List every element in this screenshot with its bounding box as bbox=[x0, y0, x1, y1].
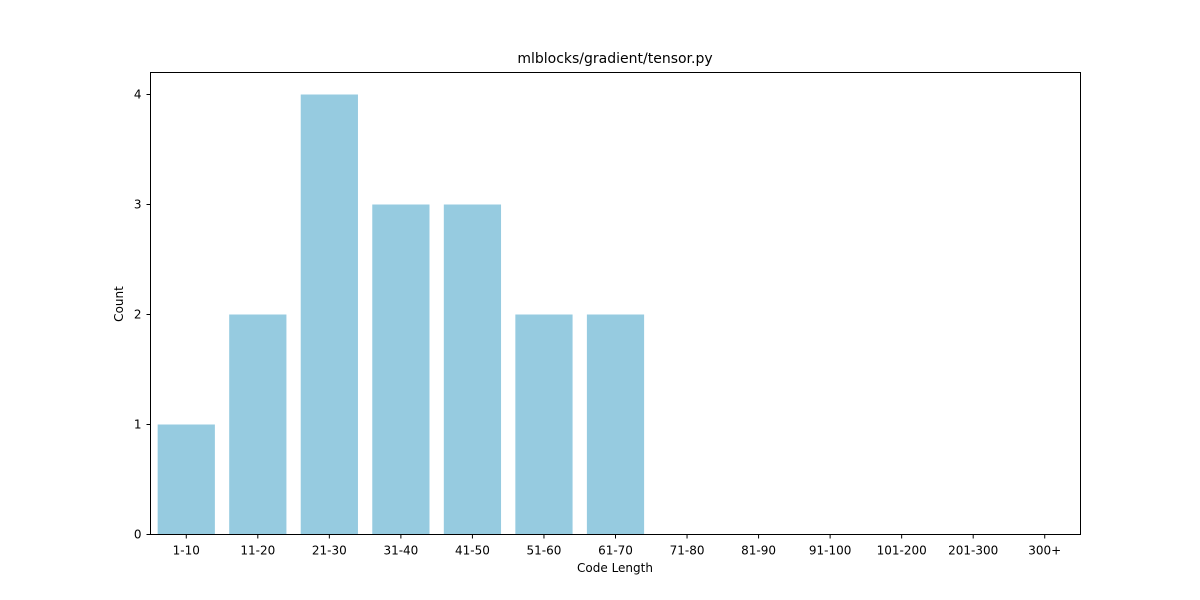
bar-11-20 bbox=[229, 314, 287, 535]
y-tick-label: 2 bbox=[134, 308, 142, 322]
y-tick-label: 0 bbox=[134, 528, 142, 542]
x-tick-label: 201-300 bbox=[948, 544, 998, 558]
x-tick-label: 31-40 bbox=[383, 544, 418, 558]
x-axis-label: Code Length bbox=[577, 561, 653, 575]
x-tick-label: 41-50 bbox=[455, 544, 490, 558]
bar-1-10 bbox=[157, 424, 215, 535]
bar-31-40 bbox=[372, 204, 430, 535]
x-tick-label: 21-30 bbox=[312, 544, 347, 558]
x-tick-label: 101-200 bbox=[877, 544, 927, 558]
chart-title: mlblocks/gradient/tensor.py bbox=[517, 51, 712, 67]
bar-21-30 bbox=[300, 94, 358, 535]
x-tick-label: 91-100 bbox=[809, 544, 852, 558]
x-tick-label: 81-90 bbox=[741, 544, 776, 558]
x-tick-label: 61-70 bbox=[598, 544, 633, 558]
x-axis: 1-10 11-20 21-30 31-40 41-50 51-60 61-70 71-80 8… bbox=[173, 534, 1061, 558]
y-axis-label: Count bbox=[112, 286, 126, 322]
bar-51-60 bbox=[515, 314, 573, 535]
x-tick-label: 11-20 bbox=[240, 544, 275, 558]
x-tick-label: 51-60 bbox=[527, 544, 562, 558]
y-axis: 0 1 2 3 4 bbox=[134, 88, 151, 542]
x-tick-label: 71-80 bbox=[670, 544, 705, 558]
y-tick-label: 4 bbox=[134, 88, 142, 102]
x-tick-label: 1-10 bbox=[173, 544, 200, 558]
bars-group bbox=[157, 94, 645, 535]
bar-41-50 bbox=[443, 204, 502, 535]
x-tick-label: 300+ bbox=[1028, 544, 1061, 558]
plot-frame bbox=[150, 72, 1081, 535]
y-tick-label: 3 bbox=[134, 198, 142, 212]
y-tick-label: 1 bbox=[134, 418, 142, 432]
bar-61-70 bbox=[586, 314, 645, 535]
